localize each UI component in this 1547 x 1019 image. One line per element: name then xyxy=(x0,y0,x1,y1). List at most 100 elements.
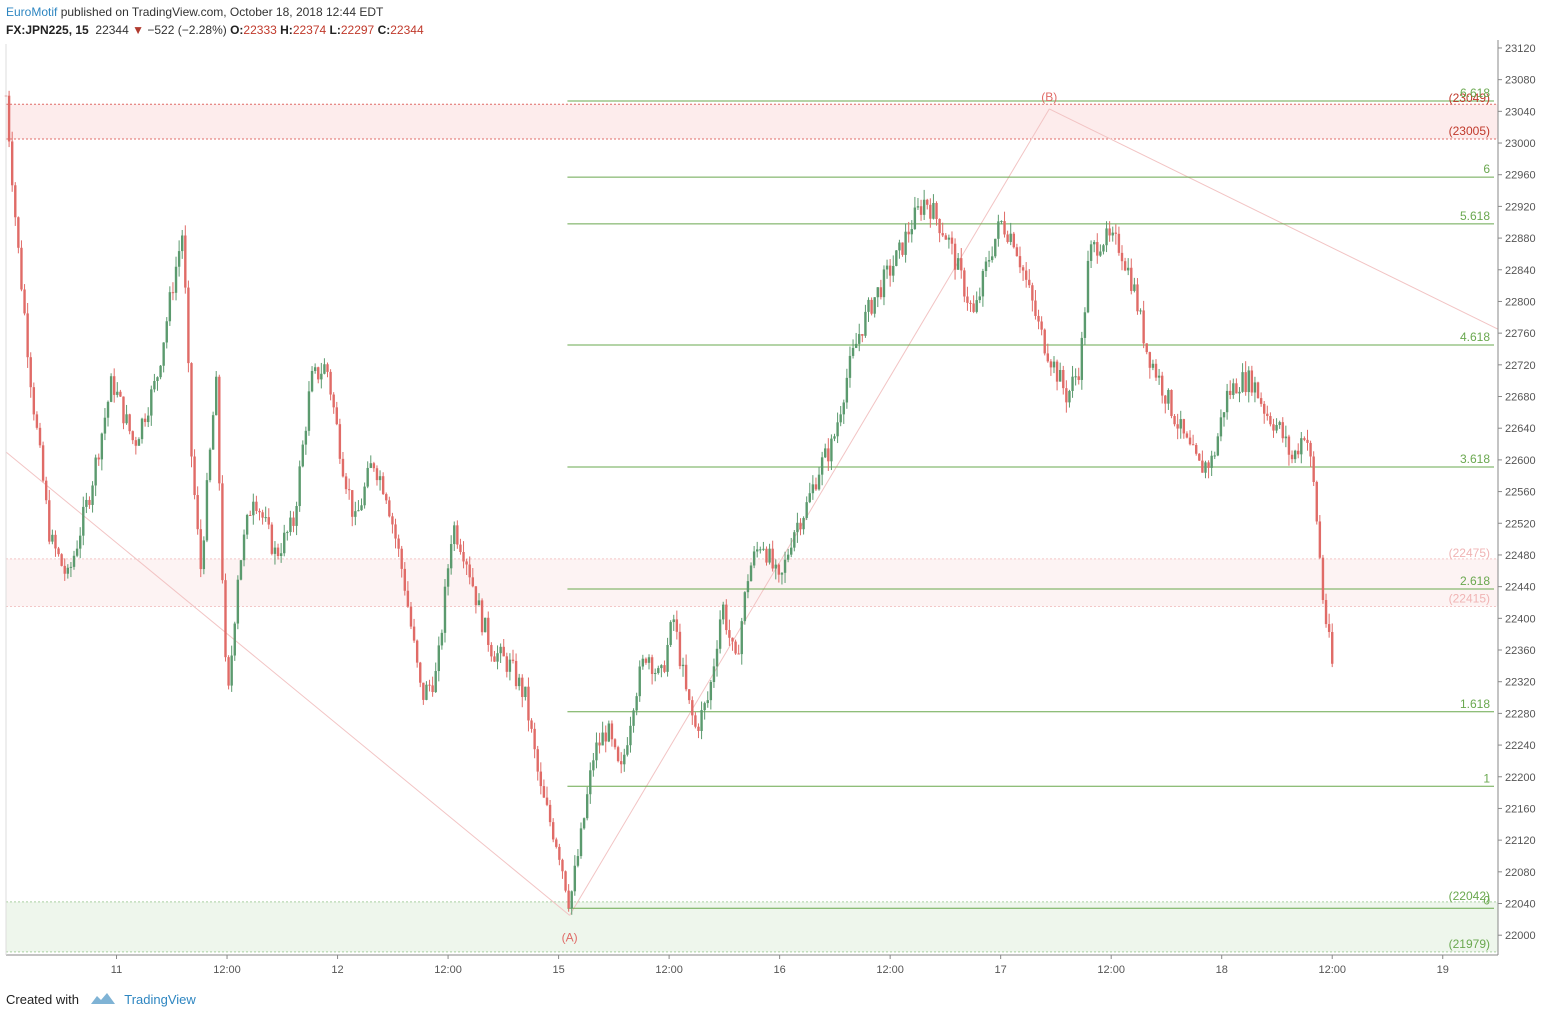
last-price: 22344 xyxy=(95,23,129,37)
candle-body xyxy=(607,723,611,742)
candle-body xyxy=(168,292,172,322)
candle-body xyxy=(1256,382,1260,399)
symbol-legend: FX:JPN225, 15 22344 ▼ −522 (−2.28%) O:22… xyxy=(6,22,424,38)
candle-body xyxy=(499,646,502,654)
candle-body xyxy=(567,890,570,909)
candle-body xyxy=(227,657,230,686)
y-tick-label: 22040 xyxy=(1505,899,1536,911)
candle-body xyxy=(1222,412,1226,418)
candle-body xyxy=(888,265,892,276)
candle-body xyxy=(814,484,818,490)
candle-body xyxy=(845,377,849,403)
candle-body xyxy=(802,517,805,530)
candle-body xyxy=(273,547,277,554)
candle-body xyxy=(786,554,790,560)
candle-body xyxy=(1232,383,1235,395)
y-tick-label: 22840 xyxy=(1505,265,1536,277)
candle-body xyxy=(230,655,233,686)
y-tick-label: 22880 xyxy=(1505,233,1536,245)
candle-body xyxy=(1238,391,1241,394)
x-tick-label: 12:00 xyxy=(1318,964,1346,976)
candle-body xyxy=(72,555,76,567)
candle-body xyxy=(409,606,413,627)
candle-body xyxy=(1300,438,1303,455)
candle-body xyxy=(1052,361,1056,368)
candle-body xyxy=(1293,450,1297,460)
candle-body xyxy=(317,367,320,380)
y-tick-label: 22680 xyxy=(1505,392,1536,404)
candle-body xyxy=(378,476,382,481)
candle-body xyxy=(1318,521,1322,558)
candle-body xyxy=(1306,439,1309,443)
candle-body xyxy=(1136,284,1139,312)
candle-body xyxy=(140,418,144,440)
candle-body xyxy=(351,490,354,517)
candle-body xyxy=(181,235,184,252)
candle-body xyxy=(712,666,716,683)
candle-body xyxy=(1083,312,1087,338)
candle-body xyxy=(35,414,39,428)
candle-body xyxy=(1018,256,1022,268)
zone-bottom-label-0: (23005) xyxy=(1449,124,1490,138)
candle-body xyxy=(926,199,929,205)
candle-body xyxy=(960,258,963,271)
candle-body xyxy=(100,433,104,460)
candle-body xyxy=(573,865,577,892)
candle-body xyxy=(613,739,617,748)
candle-body xyxy=(783,559,787,573)
candle-body xyxy=(994,238,997,257)
candle-body xyxy=(171,292,175,294)
zone-0 xyxy=(6,104,1498,140)
candle-body xyxy=(1194,445,1198,454)
candle-body xyxy=(876,287,879,298)
symbol-ticker[interactable]: FX:JPN225, 15 xyxy=(6,23,89,37)
candle-body xyxy=(981,271,985,297)
candle-body xyxy=(728,630,731,638)
candle-body xyxy=(551,822,555,840)
candle-body xyxy=(545,797,549,805)
candle-body xyxy=(1040,321,1043,330)
y-tick-label: 23040 xyxy=(1505,106,1536,118)
candle-body xyxy=(1182,419,1186,434)
y-tick-label: 22560 xyxy=(1505,487,1536,499)
candle-body xyxy=(749,565,753,582)
candle-body xyxy=(1179,419,1182,429)
candle-body xyxy=(629,725,632,746)
candle-body xyxy=(1117,233,1121,253)
candle-body xyxy=(446,568,450,587)
candle-body xyxy=(184,235,187,288)
y-tick-label: 22160 xyxy=(1505,803,1536,815)
candle-body xyxy=(691,700,694,716)
candle-body xyxy=(221,483,224,581)
candle-body xyxy=(1219,417,1223,437)
candle-body xyxy=(295,506,298,526)
candle-body xyxy=(932,202,935,219)
candle-body xyxy=(496,653,499,662)
candle-body xyxy=(449,544,453,569)
y-tick-label: 23120 xyxy=(1505,43,1536,55)
candle-body xyxy=(969,302,972,304)
candle-body xyxy=(1086,260,1090,313)
candle-body xyxy=(270,524,274,554)
candle-body xyxy=(17,217,20,248)
candle-body xyxy=(1096,242,1099,256)
candle-body xyxy=(1043,329,1046,354)
candle-body xyxy=(542,786,546,798)
candle-body xyxy=(579,828,583,857)
candle-body xyxy=(493,656,496,662)
tradingview-logo-icon[interactable] xyxy=(90,992,115,1009)
candle-body xyxy=(425,684,428,700)
x-tick-label: 12:00 xyxy=(876,964,904,976)
candle-body xyxy=(128,414,131,432)
candle-body xyxy=(1327,624,1331,633)
publisher-link[interactable]: EuroMotif xyxy=(6,5,58,19)
y-tick-label: 22000 xyxy=(1505,930,1536,942)
created-with-text: Created with xyxy=(6,992,79,1007)
candle-body xyxy=(196,495,199,530)
candle-body xyxy=(808,493,811,503)
labels-layer: (23049) (23005) (22475) (22415) (22042) (2197… xyxy=(562,86,1491,951)
candle-body xyxy=(1105,228,1108,246)
candle-body xyxy=(978,296,981,301)
tradingview-link[interactable]: TradingView xyxy=(124,992,196,1007)
